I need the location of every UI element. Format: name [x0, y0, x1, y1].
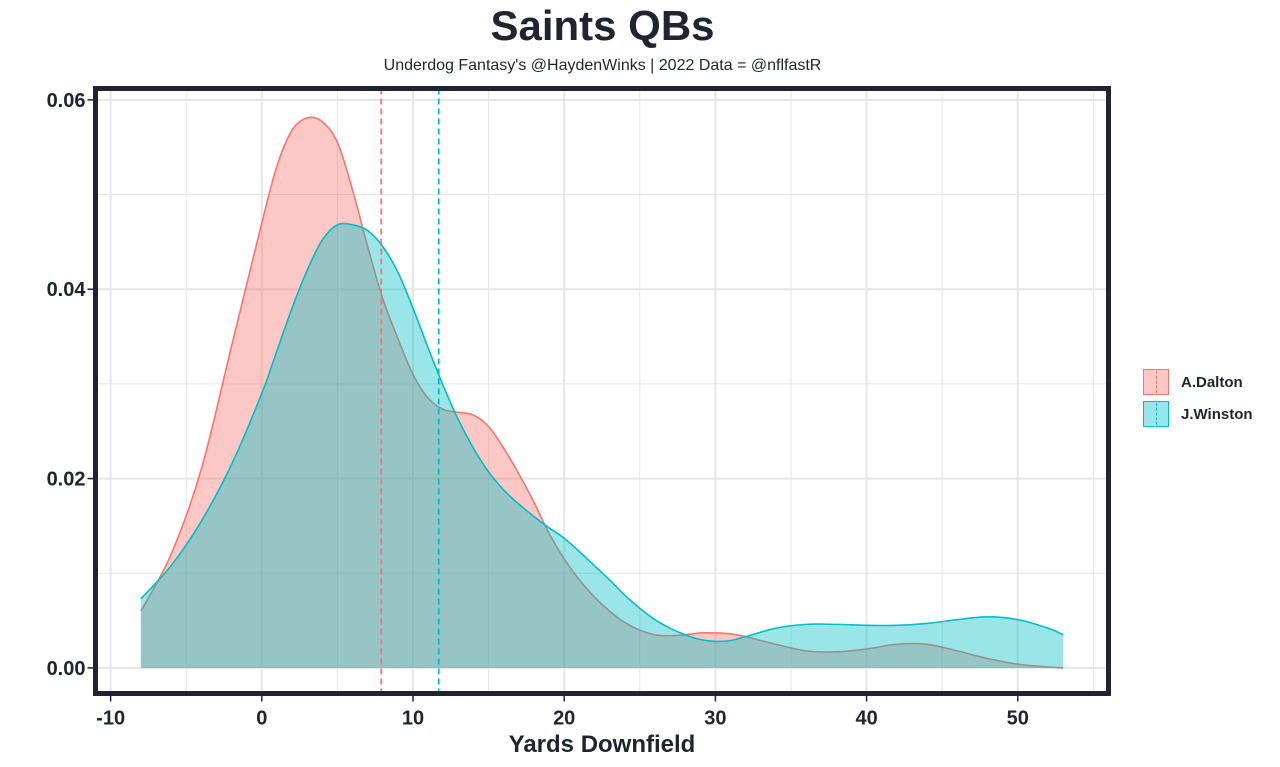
legend-key-winston	[1143, 401, 1169, 427]
x-tick-label: 10	[402, 708, 424, 730]
chart-title: Saints QBs	[490, 2, 715, 49]
legend-item-dalton[interactable]: A.Dalton	[1143, 366, 1253, 398]
x-tick-label: 30	[704, 708, 726, 730]
panel-border	[93, 86, 1111, 696]
minor-gridlines	[95, 88, 1109, 694]
x-tick-label: -10	[96, 708, 125, 730]
legend-label-winston: J.Winston	[1181, 405, 1253, 423]
density-area-a-dalton	[140, 117, 1064, 668]
y-tick-label: 0.02	[47, 469, 86, 491]
x-axis-title: Yards Downfield	[509, 731, 696, 758]
chart-subtitle: Underdog Fantasy's @HaydenWinks | 2022 D…	[383, 57, 822, 74]
legend-label-dalton: A.Dalton	[1181, 373, 1243, 391]
density-curve-a-dalton	[140, 116, 1064, 669]
x-tick-label: 0	[256, 708, 267, 730]
axis-ticks: -10 0 10 20 30 40 50 0.00 0.02 0.04 0.06	[47, 90, 1029, 730]
x-tick-label: 50	[1007, 708, 1029, 730]
mean-lines	[380, 88, 440, 694]
x-tick-label: 40	[855, 708, 877, 730]
y-tick-label: 0.04	[47, 279, 87, 301]
density-area-j-winston	[140, 223, 1064, 668]
legend-key-dalton	[1143, 369, 1169, 395]
major-gridlines	[95, 88, 1109, 694]
legend: A.Dalton J.Winston	[1143, 366, 1253, 430]
density-curve-j-winston	[140, 222, 1064, 643]
x-tick-label: 20	[553, 708, 575, 730]
legend-item-winston[interactable]: J.Winston	[1143, 398, 1253, 430]
y-tick-label: 0.06	[47, 90, 86, 112]
density-areas	[140, 116, 1064, 669]
y-tick-label: 0.00	[47, 658, 86, 680]
